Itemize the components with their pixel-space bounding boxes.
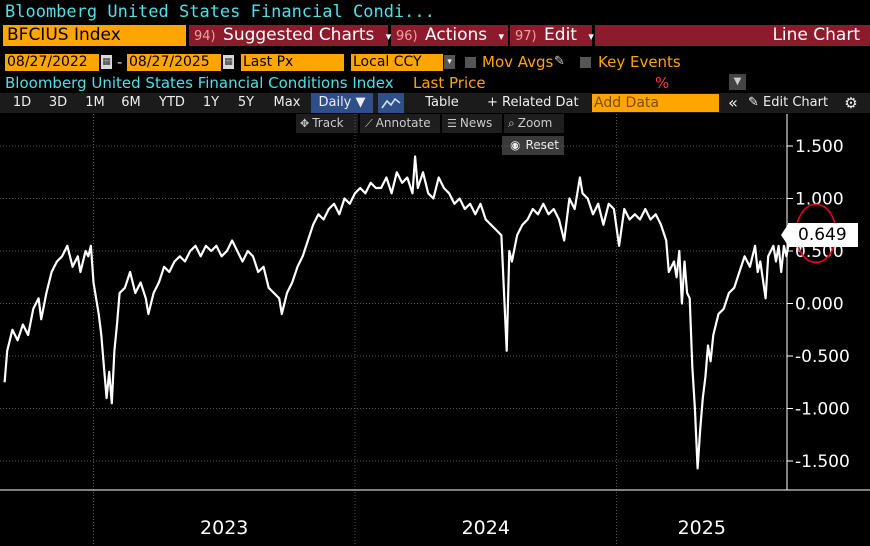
pencil-icon: ✎ [748,95,759,110]
related-data-button[interactable]: + Related Dat [487,95,579,110]
table-button[interactable]: Table [425,95,459,110]
last-value-badge: 0.649 [781,223,858,248]
edit-menu[interactable]: 97) Edit ▾ [510,25,594,46]
calendar-icon[interactable]: ▦ [101,55,112,69]
chevron-down-icon: ▾ [385,30,392,43]
y-tick-label: 1.500 [795,137,844,157]
y-tick-label: -1.500 [795,452,850,472]
range-6m-button[interactable]: 6M [121,95,141,110]
news-label: News [459,116,493,130]
chart-type-label: Line Chart [595,25,870,46]
key-events-checkbox[interactable] [580,57,591,68]
reset-button[interactable]: ◉ Reset [502,136,564,155]
edit-chart-label: Edit Chart [763,95,829,110]
mov-avgs-checkbox[interactable] [465,57,476,68]
range-ytd-button[interactable]: YTD [159,95,185,110]
reset-icon: ◉ [510,138,521,152]
annotate-label: Annotate [375,116,431,130]
range-1y-button[interactable]: 1Y [202,95,220,110]
last-value-text: 0.649 [798,225,847,246]
window-title: Bloomberg United States Financial Condi.… [5,2,435,22]
news-button[interactable]: ☰ News [442,114,502,133]
range-1m-button[interactable]: 1M [85,95,105,110]
zoom-label: Zoom [517,116,553,130]
edit-chart-button[interactable]: ✎ Edit Chart [748,93,836,113]
gear-icon[interactable]: ⚙ [844,94,858,112]
y-tick-label: -1.000 [795,400,850,420]
suggested-charts-menu[interactable]: 94) Suggested Charts ▾ [189,25,391,46]
line-chart-icon[interactable] [378,93,404,113]
pencil-icon[interactable]: ✎ [554,54,565,69]
range-1d-button[interactable]: 1D [12,95,32,110]
zoom-icon: ⌕ [508,116,515,130]
x-tick-label: 2023 [200,517,248,539]
news-icon: ☰ [447,117,457,130]
legend-dropdown-icon[interactable]: ▼ [729,74,746,90]
frequency-select[interactable]: Daily ▼ [311,93,373,113]
track-button[interactable]: ✥ Track [296,114,358,133]
chevron-down-icon: ▾ [498,30,505,43]
chevron-down-icon: ▾ [588,30,594,43]
end-date-input[interactable]: 08/27/2025 [127,54,221,71]
year-dividers [92,114,617,546]
track-label: Track [312,116,344,130]
ticker-field[interactable]: BFCIUS Index [3,25,186,46]
mov-avgs-label: Mov Avgs [482,53,554,71]
annotate-button[interactable]: ⟋ Annotate [360,114,440,133]
series-field: Last Price [413,74,486,92]
annotate-icon: ⟋ [365,117,373,130]
collapse-button[interactable]: « [728,93,738,112]
x-tick-label: 2024 [462,517,510,539]
x-tick-label: 2025 [678,517,726,539]
y-tick-label: 0.000 [795,295,844,315]
reset-label: Reset [525,138,560,152]
y-tick-label: -0.500 [795,347,850,367]
menu-label: Suggested Charts [223,25,375,45]
menu-number: 97) [515,29,537,44]
series-name: Bloomberg United States Financial Condit… [5,74,394,92]
calendar-icon[interactable]: ▦ [223,55,234,69]
series-line [3,155,811,470]
range-max-button[interactable]: Max [273,95,301,110]
key-events-label: Key Events [598,53,681,71]
menu-number: 96) [396,29,418,44]
price-field-input[interactable]: Last Px [241,54,344,71]
menu-number: 94) [194,29,216,44]
actions-menu[interactable]: 96) Actions ▾ [391,25,508,46]
menu-label: Edit [544,25,577,45]
currency-dropdown-icon[interactable]: ▾ [444,55,455,69]
gridlines [0,145,787,462]
range-3d-button[interactable]: 3D [48,95,68,110]
date-separator: - [117,53,123,71]
zoom-button[interactable]: ⌕ Zoom [504,114,564,133]
add-data-input[interactable]: Add Data [592,94,719,112]
x-ticks: 2023 2024 2025 [200,517,726,539]
range-5y-button[interactable]: 5Y [237,95,255,110]
menu-label: Actions [425,25,488,45]
percent-toggle[interactable]: % [655,74,670,92]
currency-select[interactable]: Local CCY [351,54,443,71]
y-tick-label: 1.000 [795,190,844,210]
start-date-input[interactable]: 08/27/2022 [5,54,99,71]
crosshair-icon: ✥ [300,117,310,130]
